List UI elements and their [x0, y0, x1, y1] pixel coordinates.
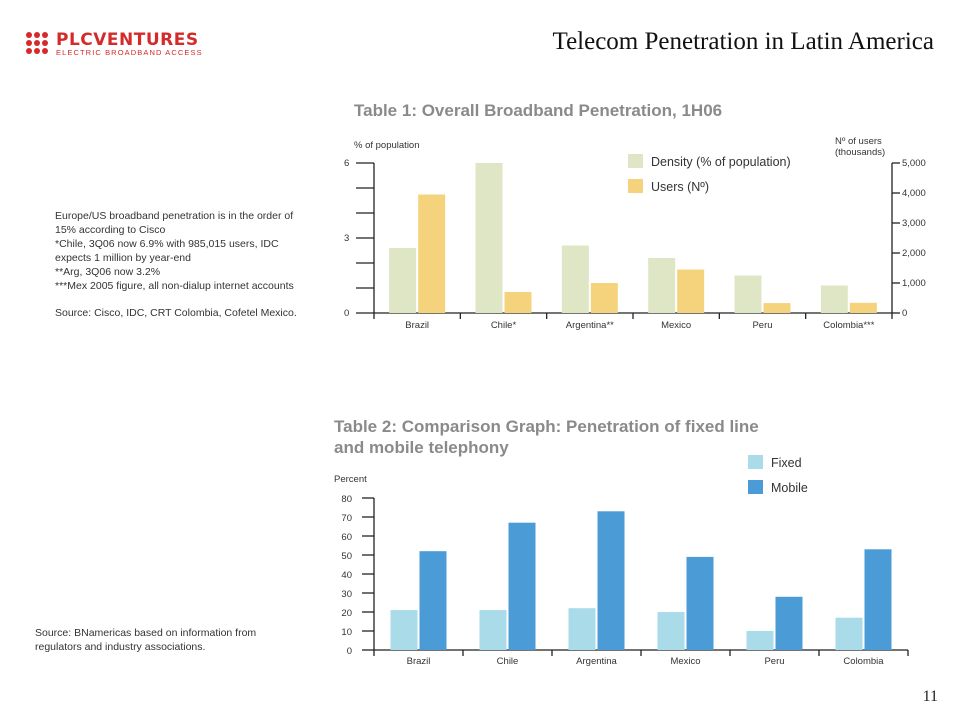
chart2-bar-fixed — [657, 612, 685, 650]
chart2-x-tick-label: Mexico — [670, 656, 700, 667]
chart1-bar-users — [504, 292, 532, 313]
chart2-y-tick-label: 20 — [341, 608, 352, 619]
chart2-legend-swatch-mobile — [748, 480, 763, 494]
note-line: *Chile, 3Q06 now 6.9% with 985,015 users… — [55, 238, 279, 250]
chart1-y2-tick-label: 5,000 — [902, 158, 926, 169]
chart1-y2-tick-label: 4,000 — [902, 188, 926, 199]
note-line: expects 1 million by year-end — [55, 252, 191, 264]
note-line: 15% according to Cisco — [55, 224, 166, 236]
chart1-bar-density — [389, 248, 417, 313]
chart2-y-tick-label: 10 — [341, 627, 352, 638]
chart1-x-tick-label: Mexico — [661, 320, 691, 331]
chart2-legend-label-fixed: Fixed — [771, 456, 802, 470]
chart2-title: and mobile telephony — [334, 438, 509, 457]
chart2-bar-mobile — [597, 511, 625, 650]
chart1-y-axis-label: % of population — [354, 140, 420, 151]
chart1-y-tick-label: 6 — [344, 158, 349, 169]
chart2-y-tick-label: 40 — [341, 570, 352, 581]
chart2-x-tick-label: Colombia — [843, 656, 884, 667]
chart1-bar-density — [561, 245, 589, 313]
chart1-legend-swatch-users — [628, 179, 643, 193]
chart2-bar-fixed — [390, 610, 418, 650]
chart2-y-axis-label: Percent — [334, 474, 367, 485]
chart2-title: Table 2: Comparison Graph: Penetration o… — [334, 417, 759, 436]
chart1-y2-tick-label: 2,000 — [902, 248, 926, 259]
chart2-x-tick-label: Brazil — [407, 656, 431, 667]
chart1-bar-density — [475, 163, 503, 313]
chart1-bar-users — [418, 194, 446, 313]
chart2-bar-mobile — [864, 549, 892, 650]
chart1-x-tick-label: Argentina** — [566, 320, 614, 331]
note-line: **Arg, 3Q06 now 3.2% — [55, 266, 161, 278]
chart1-x-tick-label: Brazil — [405, 320, 429, 331]
chart1-y-tick-label: 3 — [344, 233, 349, 244]
chart2-y-tick-label: 70 — [341, 513, 352, 524]
chart1-y2-tick-label: 0 — [902, 308, 907, 319]
chart1-y2-tick-label: 1,000 — [902, 278, 926, 289]
note-line: ***Mex 2005 figure, all non-dialup inter… — [55, 280, 294, 292]
plcventures-logo: PLCVENTURES ELECTRIC BROADBAND ACCESS — [26, 30, 256, 60]
chart1-legend-swatch-density — [628, 154, 643, 168]
note-line: Europe/US broadband penetration is in th… — [55, 210, 294, 222]
chart2-bar-mobile — [419, 551, 447, 650]
chart2-bar-fixed — [835, 617, 863, 650]
chart1-y2-axis-label: (thousands) — [835, 147, 885, 158]
chart2-y-tick-label: 30 — [341, 589, 352, 600]
source-line: regulators and industry associations. — [35, 641, 206, 653]
page-number: 11 — [922, 688, 938, 705]
chart1-legend-label-density: Density (% of population) — [651, 155, 791, 169]
logo-wordmark: PLCVENTURES — [56, 30, 199, 50]
chart1-legend-label-users: Users (Nº) — [651, 180, 709, 194]
chart2-x-tick-label: Peru — [764, 656, 784, 667]
chart2-y-tick-label: 60 — [341, 532, 352, 543]
chart1-bar-users — [849, 302, 877, 313]
chart1-x-tick-label: Colombia*** — [823, 320, 875, 331]
source-line: Source: BNamericas based on information … — [35, 627, 257, 639]
chart1-bar-density — [734, 275, 762, 313]
broadband-notes: Europe/US broadband penetration is in th… — [55, 209, 320, 320]
chart1-bar-density — [648, 258, 676, 313]
chart2-legend-label-mobile: Mobile — [771, 481, 808, 495]
logo-dot-grid-icon — [26, 32, 50, 56]
chart2-bar-mobile — [508, 522, 536, 650]
chart1-bar-users — [590, 283, 618, 313]
chart1-y-tick-label: 0 — [344, 308, 349, 319]
chart1-x-tick-label: Chile* — [491, 320, 517, 331]
chart1-bar-users — [763, 303, 791, 313]
chart2-y-tick-label: 80 — [341, 494, 352, 505]
chart2-legend-swatch-fixed — [748, 455, 763, 469]
telephony-source: Source: BNamericas based on information … — [35, 626, 315, 654]
slide-title: Telecom Penetration in Latin America — [552, 28, 934, 55]
chart1-title: Table 1: Overall Broadband Penetration, … — [354, 101, 722, 120]
chart2-x-tick-label: Chile — [497, 656, 519, 667]
chart2-y-tick-label: 0 — [347, 646, 352, 657]
chart2-x-tick-label: Argentina — [576, 656, 617, 667]
chart2-bar-mobile — [775, 596, 803, 650]
chart2-bar-mobile — [686, 556, 714, 650]
chart1-bar-users — [677, 269, 705, 313]
chart1-bar-density — [820, 285, 848, 313]
chart2-bar-fixed — [568, 608, 596, 650]
chart1-x-tick-label: Peru — [752, 320, 772, 331]
chart1-y2-tick-label: 3,000 — [902, 218, 926, 229]
chart2-bar-fixed — [479, 610, 507, 650]
chart2-bar-fixed — [746, 631, 774, 650]
chart2-y-tick-label: 50 — [341, 551, 352, 562]
chart1-y2-axis-label: Nº of users — [835, 136, 882, 147]
note-source: Source: Cisco, IDC, CRT Colombia, Cofete… — [55, 307, 297, 319]
logo-tagline: ELECTRIC BROADBAND ACCESS — [56, 48, 203, 57]
